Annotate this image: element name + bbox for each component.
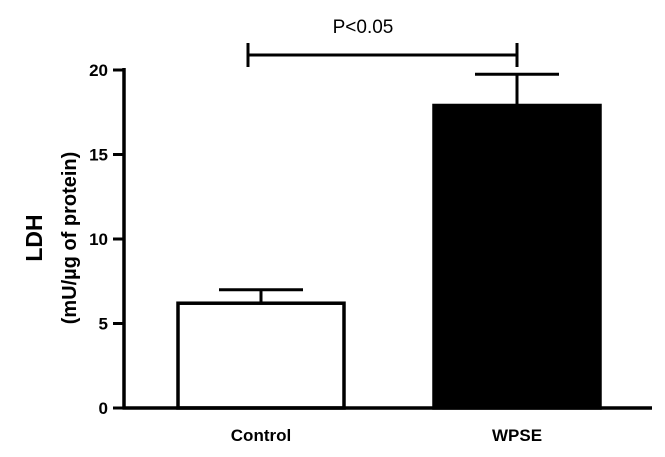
axes — [113, 68, 652, 410]
y-axis-title: LDH — [21, 214, 47, 261]
y-axis-units-group: (mU/µg of protein) — [59, 152, 81, 325]
bar-wpse — [432, 103, 602, 410]
y-axis-title-group: LDH — [21, 214, 47, 261]
y-tick-label-5: 5 — [99, 315, 108, 334]
y-tick-label-15: 15 — [89, 146, 108, 165]
y-tick-label-0: 0 — [99, 399, 108, 418]
x-category-label-wpse: WPSE — [492, 426, 542, 445]
y-ticks: 0 5 10 15 20 — [89, 61, 108, 418]
y-tick-label-20: 20 — [89, 61, 108, 80]
bar-control — [176, 301, 346, 410]
significance-bracket — [246, 43, 519, 67]
y-tick-label-10: 10 — [89, 230, 108, 249]
x-category-label-control: Control — [231, 426, 291, 445]
bars — [176, 72, 602, 410]
y-axis-units: (mU/µg of protein) — [59, 152, 81, 325]
significance-label: P<0.05 — [333, 17, 394, 38]
